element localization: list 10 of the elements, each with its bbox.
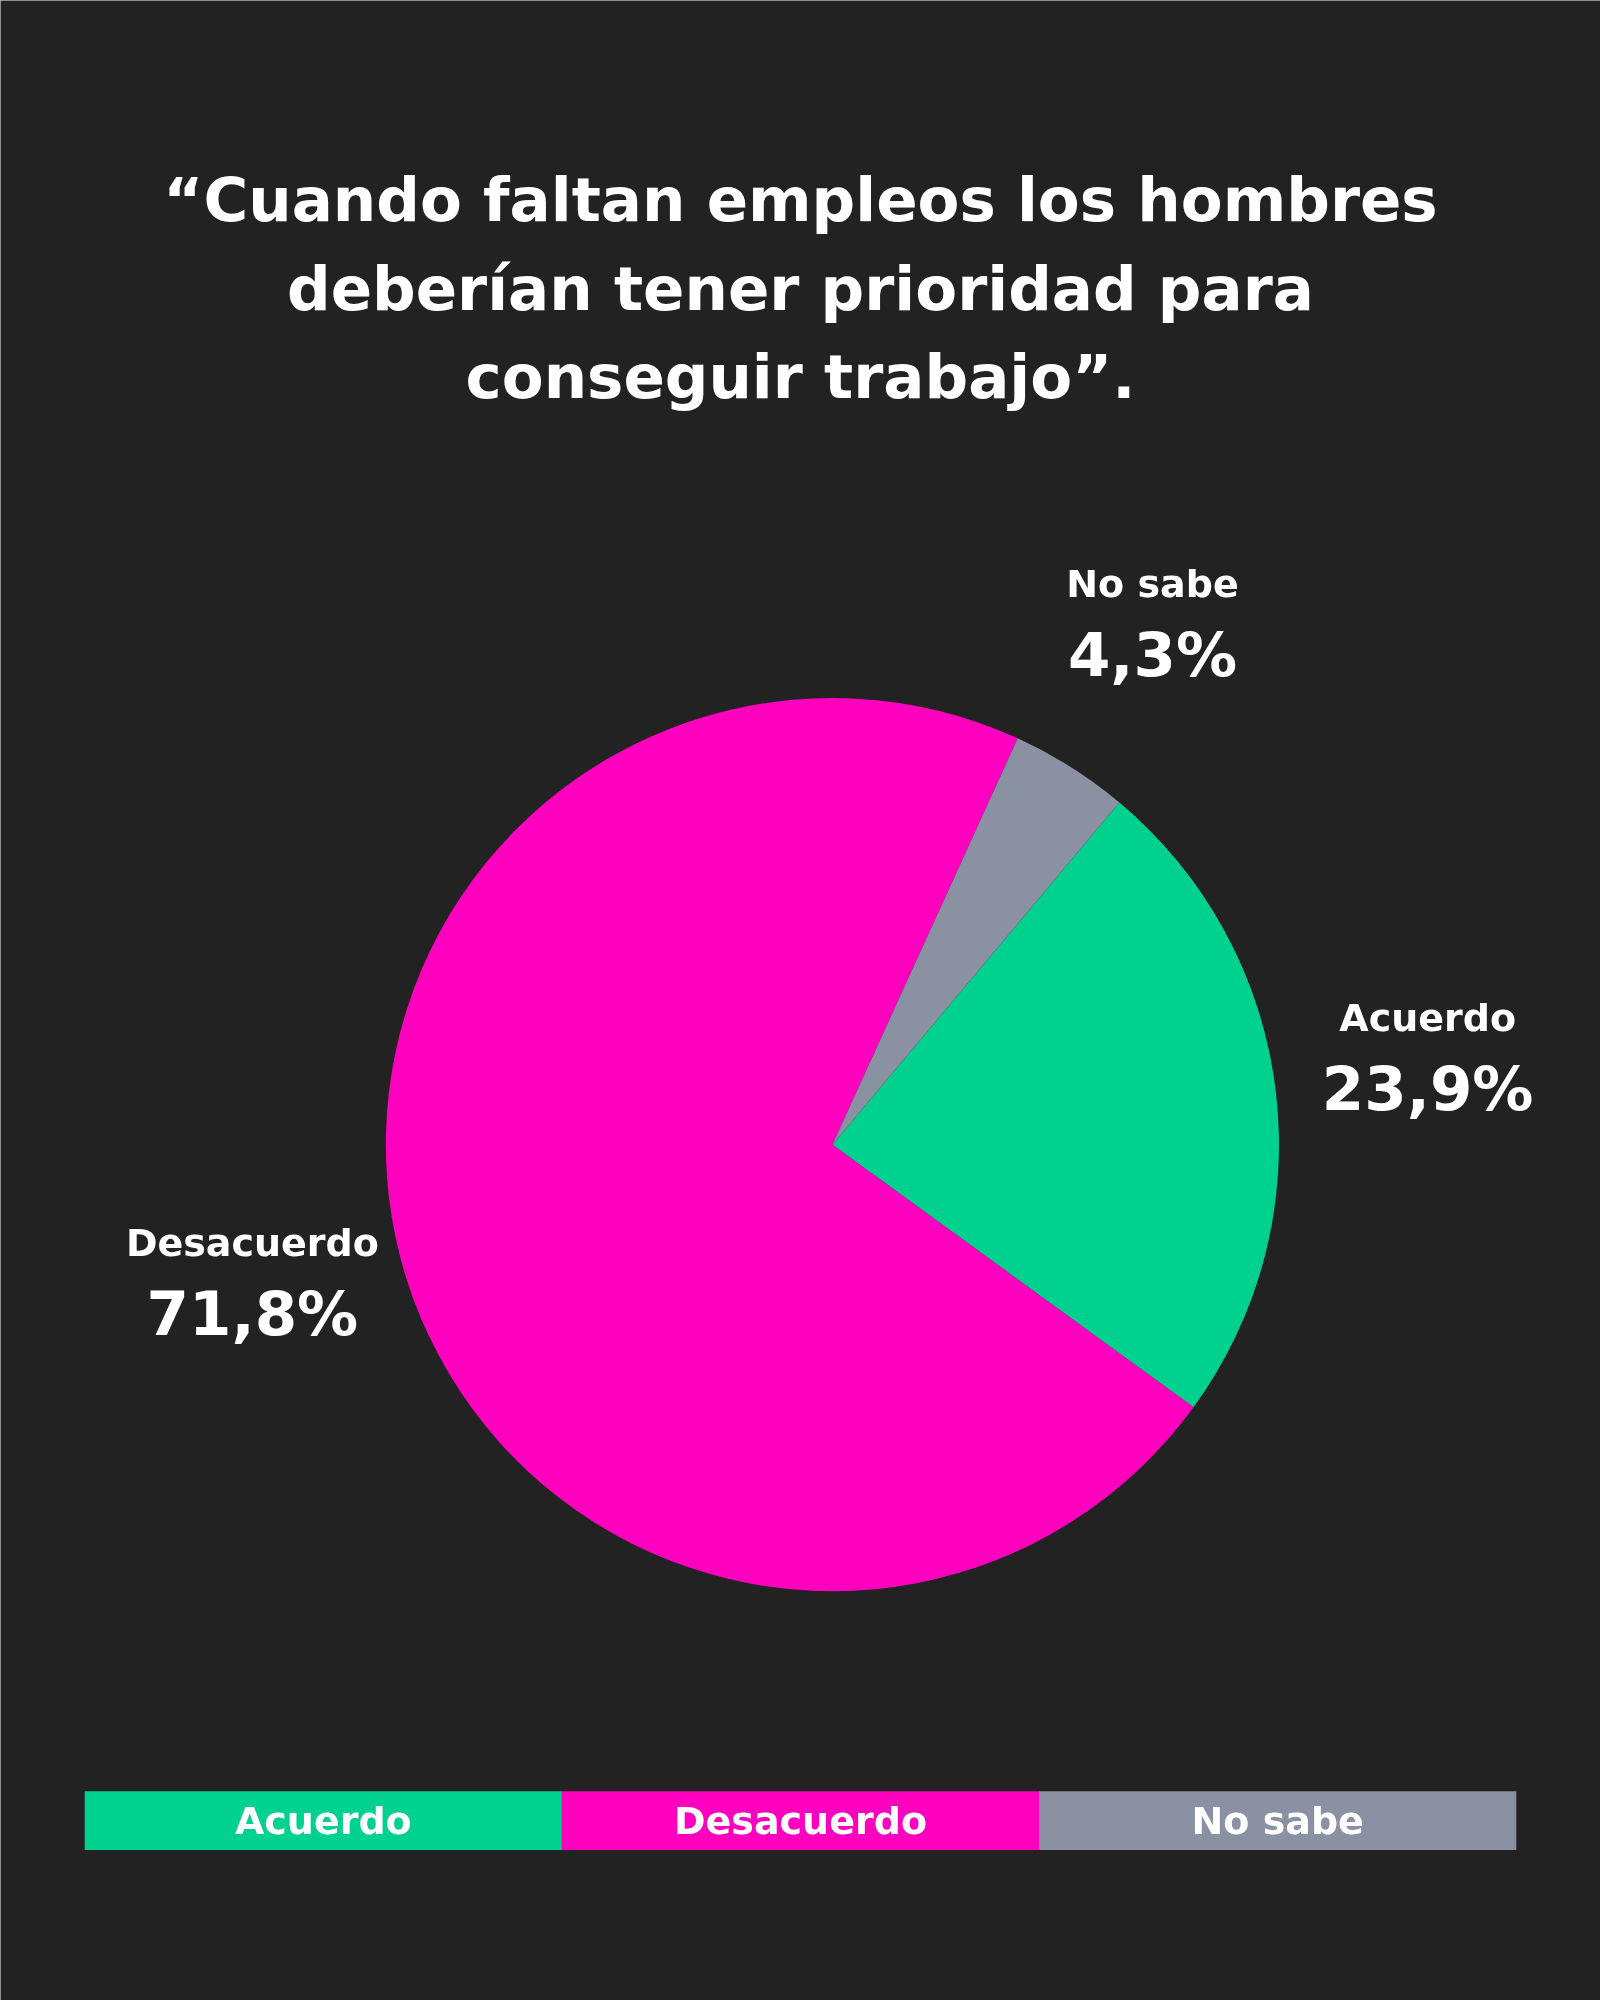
slice-label: Acuerdo: [1339, 995, 1517, 1040]
chart-title: “Cuando faltan empleos los hombres deberían tener prioridad para conseguir trabajo”.: [163, 163, 1438, 413]
data-label: 4,3%: [1067, 618, 1238, 690]
category-label: No sabe: [1191, 1798, 1364, 1843]
slice-label: Desacuerdo: [674, 1798, 927, 1843]
data-label: 23,9%: [1321, 1052, 1534, 1124]
data-label: 71,8%: [146, 1277, 359, 1349]
slice-label: Desacuerdo: [125, 1221, 379, 1266]
category-label: Acuerdo: [234, 1798, 412, 1843]
slice-label: No sabe: [1066, 561, 1239, 606]
